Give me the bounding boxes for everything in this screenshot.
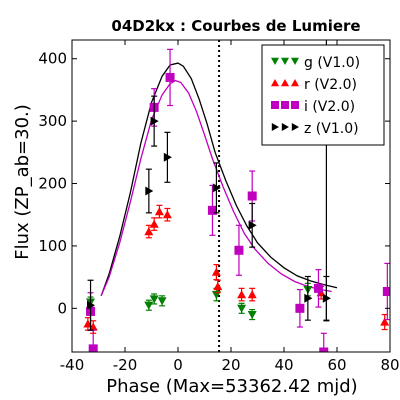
- legend: g (V1.0) r (V2.0) i (V2.0) z (V1.0): [261, 44, 385, 146]
- legend-label: i (V2.0): [304, 99, 355, 115]
- data-point: [154, 207, 164, 216]
- x-tick-label: 20: [221, 356, 240, 374]
- model-curve-1: [100, 79, 332, 297]
- series-0: [86, 282, 313, 321]
- data-point: [247, 191, 257, 201]
- y-axis-ticks: 0 100 200 300 400: [38, 50, 390, 317]
- legend-entry: r (V2.0): [271, 77, 357, 93]
- legend-marker: [291, 57, 299, 65]
- data-point: [237, 304, 247, 313]
- y-tick-label: 300: [38, 112, 67, 130]
- data-point: [304, 293, 313, 303]
- legend-label: r (V2.0): [304, 77, 357, 93]
- plot-content: [83, 40, 390, 352]
- data-point: [88, 344, 98, 352]
- legend-label: z (V1.0): [304, 121, 359, 137]
- legend-marker: [281, 123, 289, 131]
- data-point: [237, 290, 247, 299]
- x-axis-label: Phase (Max=53362.42 mjd): [106, 376, 357, 397]
- data-point: [382, 286, 390, 296]
- legend-marker: [291, 79, 299, 87]
- legend-label: g (V1.0): [304, 55, 360, 71]
- y-tick-label: 400: [38, 50, 67, 68]
- data-point: [165, 72, 175, 82]
- data-point: [211, 267, 221, 276]
- data-point: [149, 219, 159, 228]
- data-point: [248, 220, 257, 230]
- data-point: [162, 210, 172, 219]
- legend-marker: [281, 101, 289, 109]
- data-point: [144, 227, 154, 236]
- data-point: [150, 116, 159, 126]
- data-point: [207, 205, 217, 215]
- series-1: [83, 204, 390, 334]
- x-tick-label: 80: [380, 356, 399, 374]
- y-tick-label: 100: [38, 237, 67, 255]
- data-point: [212, 183, 221, 193]
- x-tick-label: -20: [113, 356, 138, 374]
- legend-marker: [271, 57, 279, 65]
- data-point: [144, 301, 154, 310]
- data-point: [313, 283, 323, 293]
- y-axis-label: Flux (ZP_ab=30.): [12, 104, 33, 260]
- data-point: [295, 303, 305, 313]
- legend-entry: i (V2.0): [271, 99, 355, 115]
- legend-marker: [291, 101, 299, 109]
- legend-entry: g (V1.0): [271, 55, 360, 71]
- data-point: [145, 186, 154, 196]
- x-tick-label: -40: [60, 356, 85, 374]
- legend-marker: [281, 57, 289, 65]
- model-curve-0: [100, 62, 338, 297]
- y-tick-label: 0: [57, 299, 67, 317]
- data-point: [319, 347, 329, 352]
- legend-marker: [271, 79, 279, 87]
- data-point: [149, 295, 159, 304]
- series-3: [87, 40, 331, 331]
- data-point: [247, 290, 257, 299]
- x-tick-label: 0: [173, 356, 183, 374]
- x-tick-label: 60: [327, 356, 346, 374]
- legend-marker: [271, 101, 279, 109]
- legend-entry: z (V1.0): [271, 121, 359, 137]
- legend-marker: [271, 123, 279, 131]
- data-point: [234, 245, 244, 255]
- data-point: [247, 311, 257, 320]
- x-axis-ticks: -40 -20 0 20 40 60 80: [60, 40, 400, 374]
- legend-marker: [291, 123, 299, 131]
- data-point: [213, 282, 223, 291]
- data-point: [163, 152, 172, 162]
- data-point: [87, 300, 95, 310]
- chart-title: 04D2kx : Courbes de Lumiere: [111, 17, 360, 35]
- x-tick-label: 40: [274, 356, 293, 374]
- data-point: [157, 297, 167, 306]
- data-point: [380, 317, 390, 326]
- y-tick-label: 200: [38, 175, 67, 193]
- legend-marker: [281, 79, 289, 87]
